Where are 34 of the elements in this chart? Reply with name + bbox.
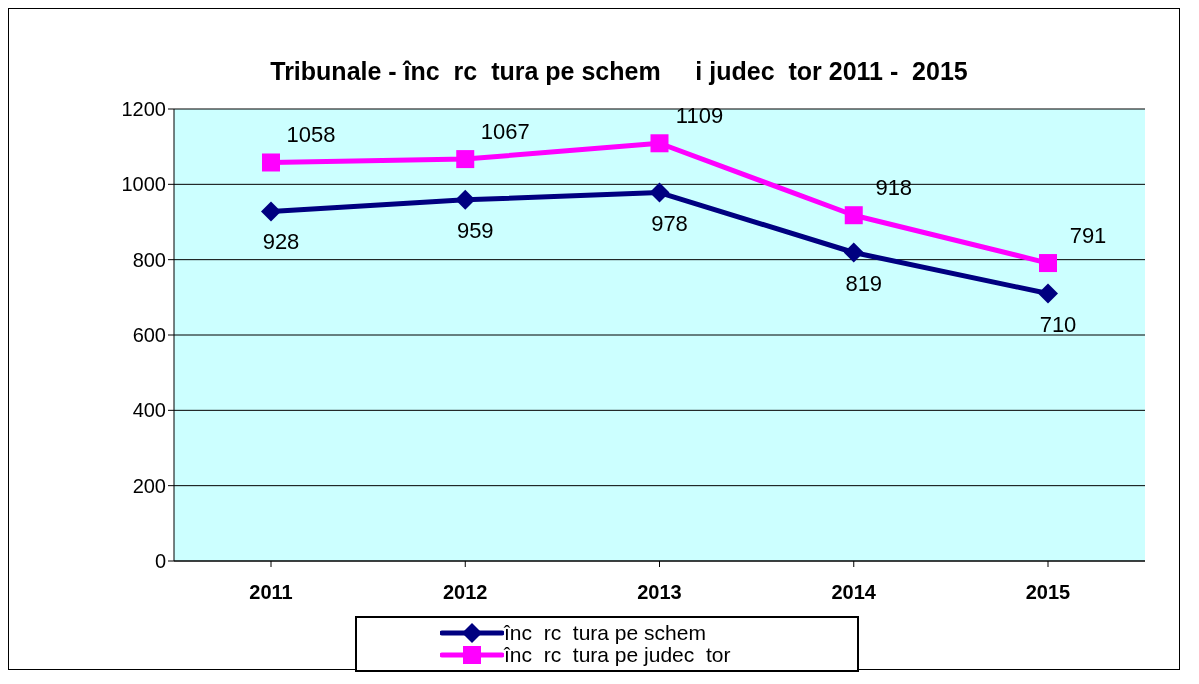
x-tick-label: 2013 [637,581,682,604]
x-tick-label: 2011 [249,581,293,604]
y-tick-label: 600 [132,324,166,347]
data-label: 819 [845,270,883,296]
x-tick-label: 2014 [831,581,877,604]
y-tick-label: 1200 [121,98,166,121]
x-tick-label: 2012 [443,581,488,604]
point [650,134,669,153]
data-label: 928 [262,229,300,255]
y-tick-label: 800 [132,248,166,271]
data-label: 1067 [480,119,530,145]
point [1039,254,1057,273]
point [261,201,281,222]
point [1038,283,1058,304]
data-label: 791 [1069,223,1107,249]
data-label: 1109 [675,103,724,129]
x-tick-label: 2015 [1025,581,1071,604]
y-tick-label: 400 [132,399,166,422]
point [456,150,475,169]
data-label: 1058 [286,122,336,148]
chart-title: Tribunale - înc rc tura pe schem i judec tor 2011 - 2015 [269,57,969,86]
point [844,206,863,225]
point [455,189,476,210]
point [843,242,864,263]
data-label: 710 [1039,311,1077,337]
y-tick-label: 1000 [121,173,166,196]
data-label: 978 [651,210,688,236]
y-tick-label: 200 [132,474,166,497]
data-label: 959 [456,217,494,243]
point [649,182,670,203]
legend-label: înc rc tura pe judec tor [504,643,732,667]
legend-label: înc rc tura pe schem [504,621,707,645]
point [262,153,280,172]
y-tick-label: 0 [154,550,166,573]
